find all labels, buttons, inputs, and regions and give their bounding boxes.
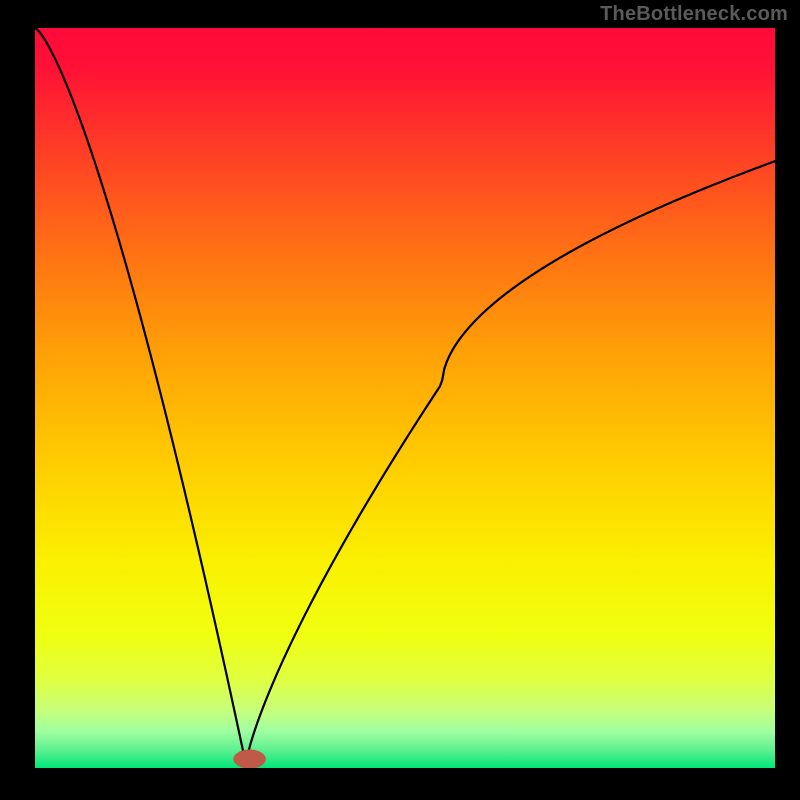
gradient-background [35,28,775,768]
plot-area [35,28,775,768]
min-marker [233,750,266,769]
watermark-text: TheBottleneck.com [600,3,788,26]
bottleneck-curve-chart [35,28,775,768]
chart-container: TheBottleneck.com [0,0,800,800]
